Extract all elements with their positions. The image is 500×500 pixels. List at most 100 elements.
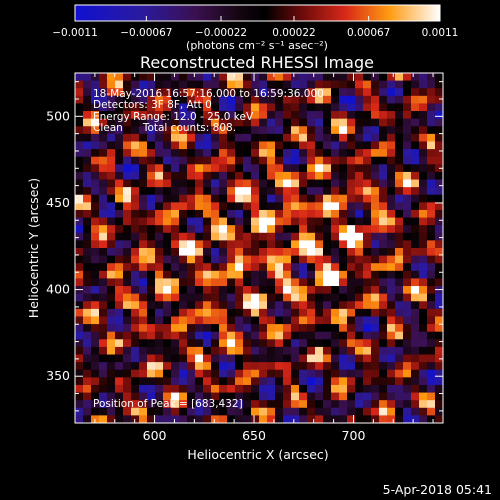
heatmap-cell <box>283 73 292 82</box>
heatmap-cell <box>235 293 244 302</box>
heatmap-cell <box>427 369 436 378</box>
heatmap-cell <box>411 209 420 219</box>
heatmap-cell <box>363 95 372 105</box>
heatmap-cell <box>267 225 276 234</box>
heatmap-cell <box>315 111 324 120</box>
heatmap-cell <box>83 415 92 423</box>
heatmap-cell <box>347 384 356 394</box>
heatmap-cell <box>275 133 284 143</box>
heatmap-cell <box>371 316 380 325</box>
heatmap-cell <box>107 278 116 287</box>
heatmap-cell <box>179 156 188 165</box>
heatmap-cell <box>163 194 172 203</box>
heatmap-cell <box>171 232 180 241</box>
heatmap-cell <box>411 354 420 363</box>
heatmap-cell <box>179 308 188 318</box>
heatmap-cell <box>243 308 252 318</box>
heatmap-cell <box>387 362 396 371</box>
heatmap-cell <box>227 316 236 325</box>
heatmap-cell <box>355 286 364 295</box>
heatmap-cell <box>347 164 356 173</box>
heatmap-cell <box>131 339 140 348</box>
heatmap-cell <box>83 331 92 340</box>
heatmap-cell <box>147 278 156 287</box>
heatmap-cell <box>323 308 332 318</box>
heatmap-cell <box>259 286 268 295</box>
heatmap-cell <box>115 346 124 356</box>
heatmap-cell <box>115 209 124 219</box>
heatmap-cell <box>179 80 188 89</box>
heatmap-cell <box>163 270 172 280</box>
heatmap-cell <box>211 407 220 416</box>
heatmap-cell <box>171 156 180 165</box>
heatmap-cell <box>219 270 228 280</box>
heatmap-cell <box>163 339 172 348</box>
heatmap-cell <box>339 248 348 257</box>
heatmap-cell <box>147 240 156 249</box>
heatmap-cell <box>395 95 404 105</box>
heatmap-cell <box>155 316 164 325</box>
heatmap-cell <box>147 187 156 196</box>
heatmap-cell <box>83 73 92 82</box>
heatmap-cell <box>243 339 252 348</box>
heatmap-cell <box>299 377 308 386</box>
heatmap-cell <box>331 133 340 143</box>
heatmap-cell <box>195 278 204 287</box>
heatmap-cell <box>203 179 212 188</box>
heatmap-cell <box>411 369 420 378</box>
heatmap-cell <box>267 400 276 409</box>
heatmap-cell <box>75 240 84 249</box>
heatmap-cell <box>163 103 172 112</box>
heatmap-cell <box>411 331 420 340</box>
heatmap-cell <box>195 149 204 158</box>
heatmap-cell <box>115 308 124 318</box>
heatmap-cell <box>235 346 244 356</box>
heatmap-cell <box>291 392 300 401</box>
heatmap-cell <box>419 164 428 173</box>
heatmap-cell <box>379 232 388 241</box>
heatmap-cell <box>219 346 228 356</box>
heatmap-cell <box>219 232 228 241</box>
heatmap-cell <box>115 301 124 310</box>
heatmap-cell <box>403 384 412 394</box>
heatmap-cell <box>235 156 244 165</box>
chart-title: Reconstructed RHESSI Image <box>140 53 374 72</box>
heatmap-cell <box>403 88 412 97</box>
heatmap-cell <box>211 103 220 112</box>
heatmap-cell <box>91 194 100 203</box>
heatmap-cell <box>115 149 124 158</box>
heatmap-cell <box>107 73 116 82</box>
heatmap-cell <box>339 270 348 280</box>
heatmap-cell <box>307 133 316 143</box>
heatmap-cell <box>419 149 428 158</box>
heatmap-cell <box>139 362 148 371</box>
heatmap-cell <box>435 270 443 280</box>
heatmap-cell <box>323 179 332 188</box>
heatmap-cell <box>235 88 244 97</box>
heatmap-cell <box>315 362 324 371</box>
heatmap-cell <box>307 331 316 340</box>
heatmap-cell <box>363 346 372 356</box>
heatmap-cell <box>123 354 132 363</box>
heatmap-cell <box>403 354 412 363</box>
heatmap-cell <box>283 187 292 196</box>
heatmap-cell <box>251 270 260 280</box>
heatmap-cell <box>171 80 180 89</box>
heatmap-cell <box>403 179 412 188</box>
heatmap-cell <box>435 118 443 127</box>
heatmap-cell <box>83 316 92 325</box>
heatmap-cell <box>403 111 412 120</box>
heatmap-cell <box>275 103 284 112</box>
heatmap-cell <box>131 73 140 82</box>
heatmap-cell <box>99 286 108 295</box>
heatmap-cell <box>419 187 428 196</box>
heatmap-cell <box>307 156 316 165</box>
heatmap-cell <box>123 308 132 318</box>
heatmap-cell <box>315 103 324 112</box>
heatmap-cell <box>115 407 124 416</box>
heatmap-cell <box>387 316 396 325</box>
heatmap-cell <box>379 95 388 105</box>
heatmap-cell <box>427 126 436 135</box>
heatmap-cell <box>427 179 436 188</box>
heatmap-cell <box>411 263 420 272</box>
